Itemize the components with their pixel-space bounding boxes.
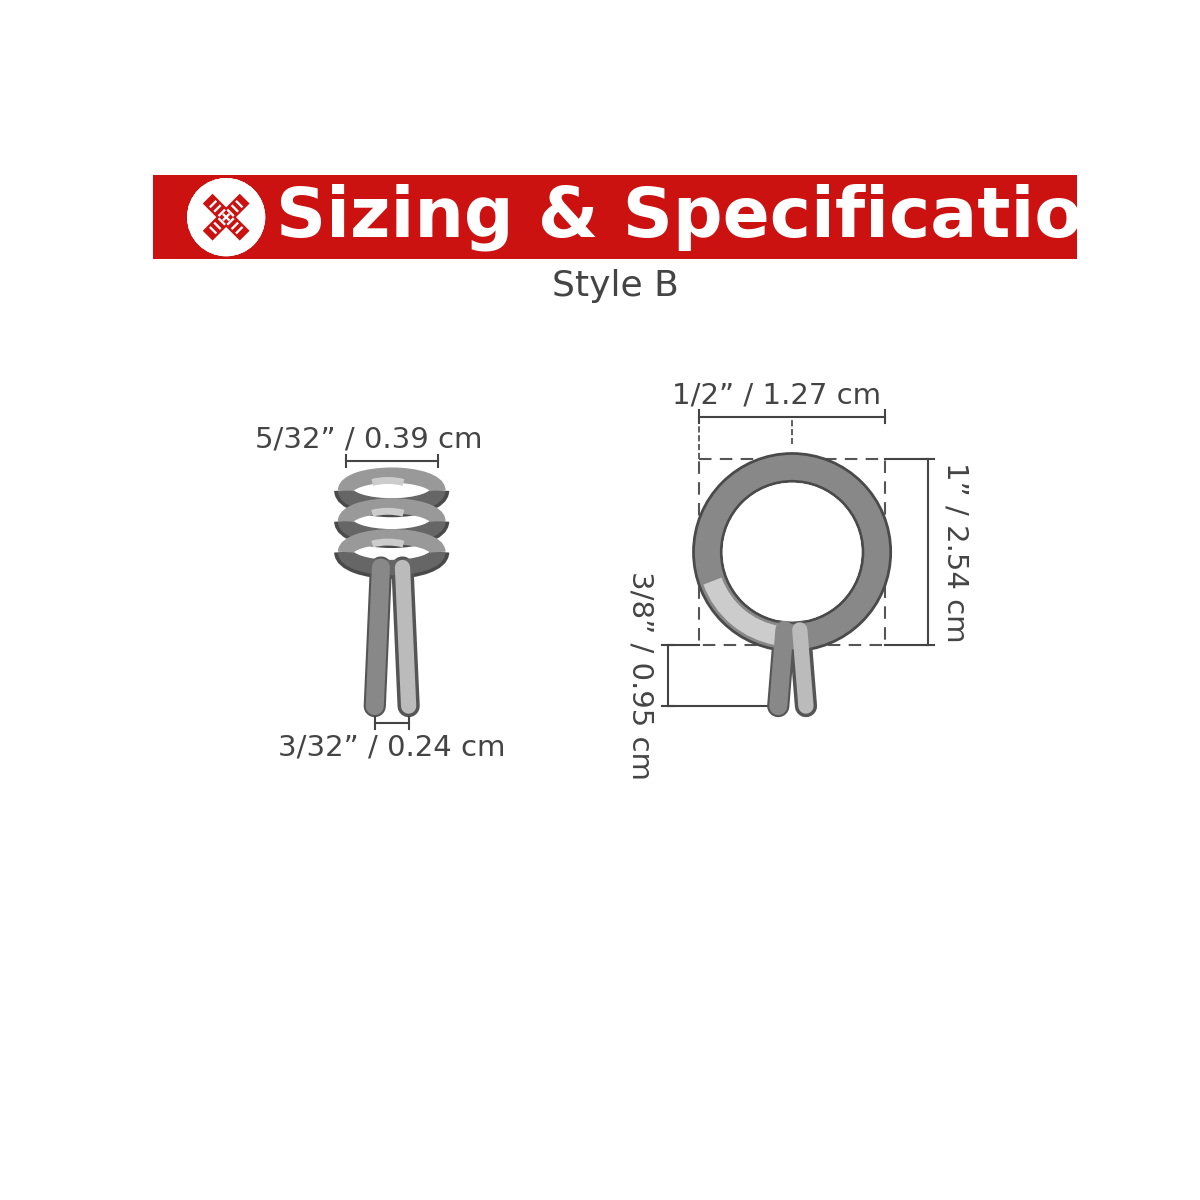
Bar	[154, 175, 1078, 259]
Bar	[698, 458, 886, 646]
Polygon shape	[214, 204, 222, 212]
Polygon shape	[230, 222, 239, 230]
Polygon shape	[209, 200, 217, 208]
Text: 3/8” / 0.95 cm: 3/8” / 0.95 cm	[626, 571, 654, 780]
Circle shape	[190, 180, 263, 254]
Polygon shape	[217, 217, 226, 226]
Polygon shape	[203, 193, 250, 240]
Polygon shape	[227, 217, 234, 226]
Polygon shape	[222, 214, 230, 221]
Polygon shape	[235, 200, 244, 208]
Text: Sizing & Specifications: Sizing & Specifications	[276, 184, 1174, 251]
Text: 1” / 2.54 cm: 1” / 2.54 cm	[942, 462, 970, 642]
Text: 3/32” / 0.24 cm: 3/32” / 0.24 cm	[278, 733, 505, 762]
Polygon shape	[227, 209, 234, 217]
Text: 5/32” / 0.39 cm: 5/32” / 0.39 cm	[254, 426, 482, 454]
Polygon shape	[222, 214, 230, 221]
Polygon shape	[214, 222, 222, 230]
Text: Style B: Style B	[552, 270, 678, 304]
Circle shape	[722, 482, 862, 622]
Polygon shape	[217, 209, 226, 217]
Polygon shape	[235, 226, 244, 234]
Polygon shape	[230, 204, 239, 212]
Polygon shape	[209, 226, 217, 234]
Polygon shape	[203, 193, 250, 240]
Text: 1/2” / 1.27 cm: 1/2” / 1.27 cm	[672, 382, 881, 409]
